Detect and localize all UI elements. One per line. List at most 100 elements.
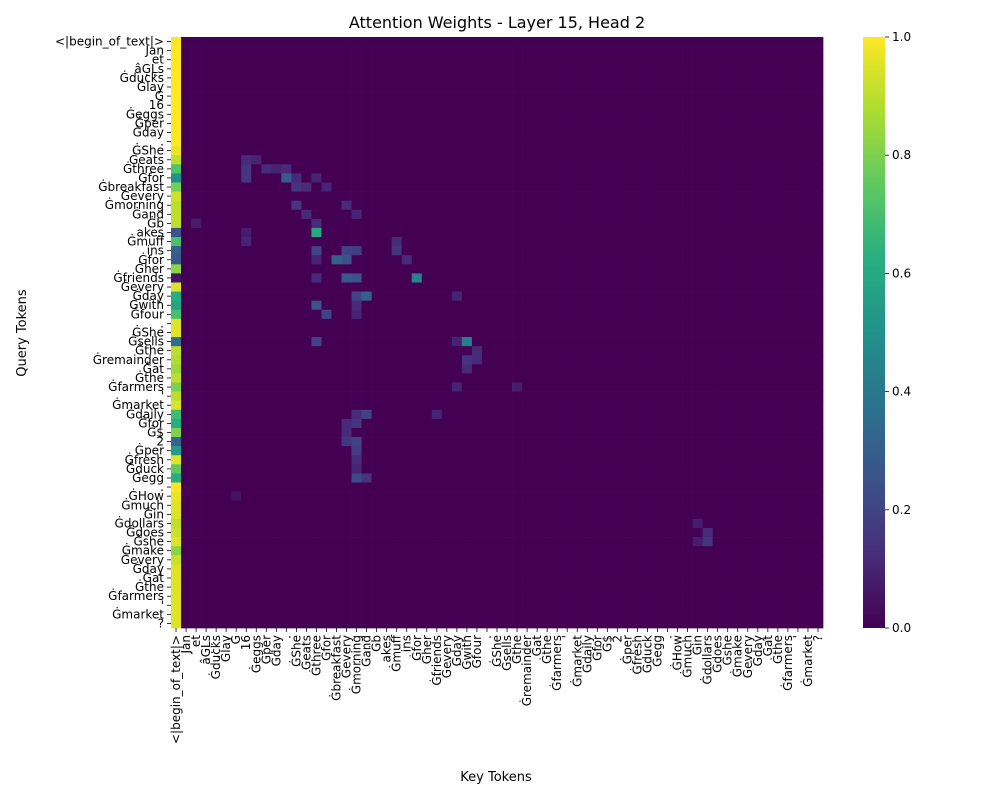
heatmap-cell [352,346,362,355]
heatmap-cell [683,82,693,91]
heatmap-cell [201,428,211,437]
heatmap-cell [723,282,733,291]
heatmap-cell [743,155,753,164]
heatmap-cell [562,119,572,128]
heatmap-cell [261,273,271,282]
heatmap-cell [612,528,622,537]
heatmap-cell [592,383,602,392]
heatmap-cell [482,610,492,619]
heatmap-cell [663,310,673,319]
heatmap-cell [713,483,723,492]
heatmap-cell [602,401,612,410]
heatmap-cell [231,301,241,310]
heatmap-cell [221,328,231,337]
heatmap-cell [372,583,382,592]
heatmap-cell [763,46,773,55]
heatmap-cell [482,301,492,310]
heatmap-cell [763,492,773,501]
heatmap-cell [171,346,181,355]
heatmap-cell [482,219,492,228]
heatmap-cell [703,282,713,291]
heatmap-cell [642,301,652,310]
heatmap-cell [763,146,773,155]
heatmap-cell [813,282,823,291]
heatmap-cell [362,501,372,510]
heatmap-cell [743,364,753,373]
heatmap-cell [382,282,392,291]
heatmap-cell [632,137,642,146]
heatmap-cell [552,610,562,619]
heatmap-cell [271,610,281,619]
heatmap-cell [231,201,241,210]
heatmap-cell [612,610,622,619]
heatmap-cell [412,410,422,419]
heatmap-cell [803,146,813,155]
heatmap-cell [793,173,803,182]
heatmap-cell [592,73,602,82]
heatmap-cell [412,264,422,273]
heatmap-cell [311,155,321,164]
heatmap-cell [763,155,773,164]
heatmap-cell [462,64,472,73]
heatmap-cell [582,301,592,310]
heatmap-cell [582,182,592,191]
heatmap-cell [281,228,291,237]
heatmap-cell [412,364,422,373]
heatmap-cell [291,119,301,128]
heatmap-cell [241,46,251,55]
heatmap-cell [271,464,281,473]
heatmap-cell [502,210,512,219]
heatmap-cell [522,464,532,473]
heatmap-cell [693,437,703,446]
heatmap-cell [602,301,612,310]
heatmap-cell [392,346,402,355]
heatmap-cell [813,510,823,519]
heatmap-cell [492,455,502,464]
heatmap-cell [663,473,673,482]
heatmap-cell [542,355,552,364]
heatmap-cell [512,137,522,146]
heatmap-cell [713,355,723,364]
heatmap-cell [763,546,773,555]
heatmap-cell [382,355,392,364]
heatmap-cell [572,337,582,346]
heatmap-cell [703,182,713,191]
heatmap-cell [452,255,462,264]
heatmap-cell [311,492,321,501]
heatmap-cell [291,37,301,46]
heatmap-cell [352,528,362,537]
heatmap-cell [652,392,662,401]
heatmap-cell [221,92,231,101]
heatmap-cell [261,173,271,182]
heatmap-cell [301,337,311,346]
heatmap-cell [432,428,442,437]
colorbar-ticks: 0.00.20.40.60.81.0 [885,30,911,635]
heatmap-cell [432,255,442,264]
heatmap-cell [372,546,382,555]
heatmap-cell [201,464,211,473]
heatmap-cell [422,373,432,382]
heatmap-cell [703,492,713,501]
heatmap-cell [652,210,662,219]
heatmap-cell [592,273,602,282]
heatmap-cell [602,492,612,501]
heatmap-cell [311,110,321,119]
heatmap-cell [733,101,743,110]
heatmap-cell [492,201,502,210]
heatmap-cell [352,419,362,428]
heatmap-cell [271,592,281,601]
heatmap-cell [281,237,291,246]
heatmap-cell [562,355,572,364]
heatmap-cell [402,492,412,501]
heatmap-cell [673,364,683,373]
heatmap-cell [181,319,191,328]
heatmap-cell [642,455,652,464]
heatmap-cell [291,292,301,301]
heatmap-cell [743,446,753,455]
heatmap-cell [221,237,231,246]
heatmap-cell [602,364,612,373]
heatmap-cell [251,155,261,164]
heatmap-cell [522,73,532,82]
y-tick-label: ? [158,616,164,630]
heatmap-cell [803,528,813,537]
